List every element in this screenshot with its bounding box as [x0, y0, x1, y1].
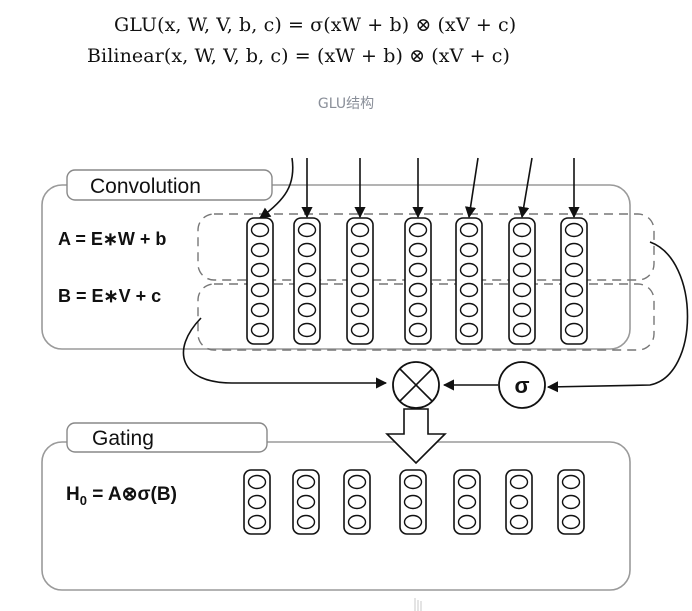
neuron-unit [457, 474, 477, 490]
neuron-unit [350, 222, 370, 238]
neuron-unit [509, 474, 529, 490]
neuron-unit [512, 322, 532, 338]
neuron-unit [512, 302, 532, 318]
neuron-unit [561, 514, 581, 530]
input-arrows [259, 157, 580, 219]
neuron-unit [247, 494, 267, 510]
input-arrow [464, 157, 479, 219]
neuron-unit [459, 242, 479, 258]
neuron-unit [250, 322, 270, 338]
gating-unit-columns [243, 469, 585, 535]
neuron-unit [297, 222, 317, 238]
a-to-multiply-arrow [182, 317, 388, 389]
neuron-unit [297, 282, 317, 298]
input-arrow [259, 157, 294, 219]
h0-equation: H0 = A⊗σ(B) [66, 484, 177, 508]
neuron-unit [250, 222, 270, 238]
neuron-unit [347, 474, 367, 490]
neuron-unit [564, 262, 584, 278]
neuron-unit [403, 494, 423, 510]
neuron-unit [408, 242, 428, 258]
neuron-unit [250, 302, 270, 318]
neuron-unit [564, 302, 584, 318]
neuron-unit [347, 494, 367, 510]
neuron-unit [296, 494, 316, 510]
neuron-unit [350, 322, 370, 338]
neuron-unit [408, 302, 428, 318]
neuron-unit [297, 322, 317, 338]
multiply-node [392, 361, 440, 409]
neuron-unit [408, 282, 428, 298]
neuron-unit [459, 322, 479, 338]
neuron-unit [457, 494, 477, 510]
neuron-unit [561, 474, 581, 490]
neuron-unit [350, 282, 370, 298]
neuron-unit [408, 262, 428, 278]
neuron-unit [408, 222, 428, 238]
neuron-unit [564, 222, 584, 238]
output-down-arrow [385, 408, 447, 465]
neuron-unit [408, 322, 428, 338]
neuron-unit [247, 474, 267, 490]
neuron-unit [296, 514, 316, 530]
neuron-unit [509, 514, 529, 530]
neuron-unit [250, 262, 270, 278]
gating-title-tab [66, 422, 268, 453]
gating-title: Gating [92, 427, 154, 450]
input-arrow [518, 157, 533, 219]
convolution-title: Convolution [90, 175, 201, 198]
sigma-node: σ [498, 361, 546, 409]
neuron-unit [512, 282, 532, 298]
neuron-unit [564, 322, 584, 338]
neuron-unit [403, 514, 423, 530]
neuron-unit [509, 494, 529, 510]
neuron-unit [512, 262, 532, 278]
neuron-unit [564, 282, 584, 298]
figure-caption: GLU结构 [317, 96, 375, 112]
neuron-unit [297, 262, 317, 278]
neuron-unit [296, 474, 316, 490]
neuron-unit [347, 514, 367, 530]
sigma-label: σ [514, 373, 529, 398]
neuron-unit [512, 242, 532, 258]
neuron-unit [250, 282, 270, 298]
convolution-title-tab [66, 169, 273, 201]
neuron-unit [459, 262, 479, 278]
neuron-unit [459, 222, 479, 238]
cursor-icon [414, 598, 422, 611]
neuron-unit [297, 302, 317, 318]
neuron-unit [457, 514, 477, 530]
neuron-unit [247, 514, 267, 530]
neuron-unit [564, 242, 584, 258]
neuron-unit [459, 282, 479, 298]
glu-equation: GLU(x, W, V, b, c) = σ(xW + b) ⊗ (xV + c… [114, 14, 517, 36]
equation-a: A = E∗W + b [58, 229, 166, 249]
bilinear-equation: Bilinear(x, W, V, b, c) = (xW + b) ⊗ (xV… [87, 45, 510, 67]
b-to-sigma-arrow [546, 241, 689, 393]
gating-box [41, 441, 631, 591]
neuron-unit [403, 474, 423, 490]
equation-b: B = E∗V + c [58, 286, 161, 306]
neuron-unit [350, 242, 370, 258]
neuron-unit [297, 242, 317, 258]
neuron-unit [350, 302, 370, 318]
neuron-unit [250, 242, 270, 258]
convolution-box [41, 184, 631, 350]
neuron-unit [512, 222, 532, 238]
neuron-unit [459, 302, 479, 318]
neuron-unit [350, 262, 370, 278]
dashed-group-a [197, 213, 655, 281]
neuron-unit [561, 494, 581, 510]
